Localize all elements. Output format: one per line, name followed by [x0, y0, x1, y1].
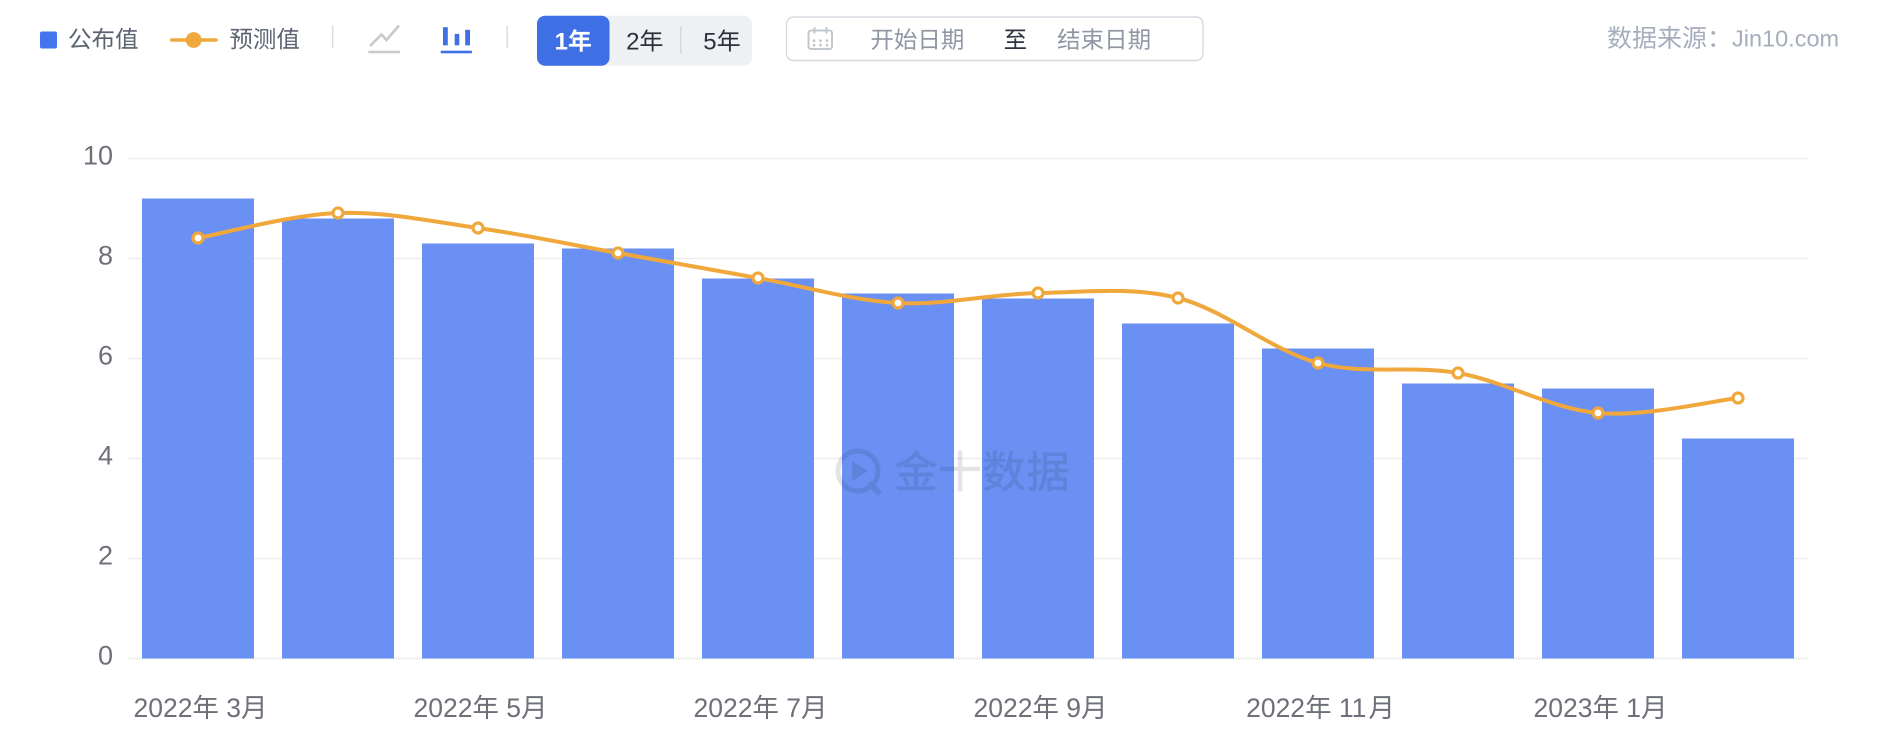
svg-text:5: 5	[506, 693, 521, 723]
svg-text:1: 1	[1626, 693, 1641, 723]
svg-text:9: 9	[1066, 693, 1081, 723]
svg-text:6: 6	[98, 341, 113, 371]
svg-text:7: 7	[786, 693, 801, 723]
svg-text:1: 1	[555, 29, 568, 56]
svg-text:2022: 2022	[694, 693, 753, 723]
svg-text:4: 4	[98, 441, 113, 471]
svg-text:2: 2	[98, 541, 113, 571]
svg-text:0: 0	[98, 641, 113, 671]
svg-text:10: 10	[83, 141, 113, 171]
svg-text:2022: 2022	[974, 693, 1033, 723]
svg-text:2022: 2022	[134, 693, 193, 723]
svg-text:2023: 2023	[1534, 693, 1593, 723]
svg-text:11: 11	[1339, 693, 1367, 723]
svg-text:3: 3	[226, 693, 241, 723]
svg-text:8: 8	[98, 241, 113, 271]
svg-text:2022: 2022	[414, 693, 473, 723]
svg-text:2: 2	[626, 29, 639, 56]
svg-text:2022: 2022	[1246, 693, 1305, 723]
svg-text:Jin10.com: Jin10.com	[1732, 25, 1839, 51]
svg-text:5: 5	[703, 29, 716, 56]
